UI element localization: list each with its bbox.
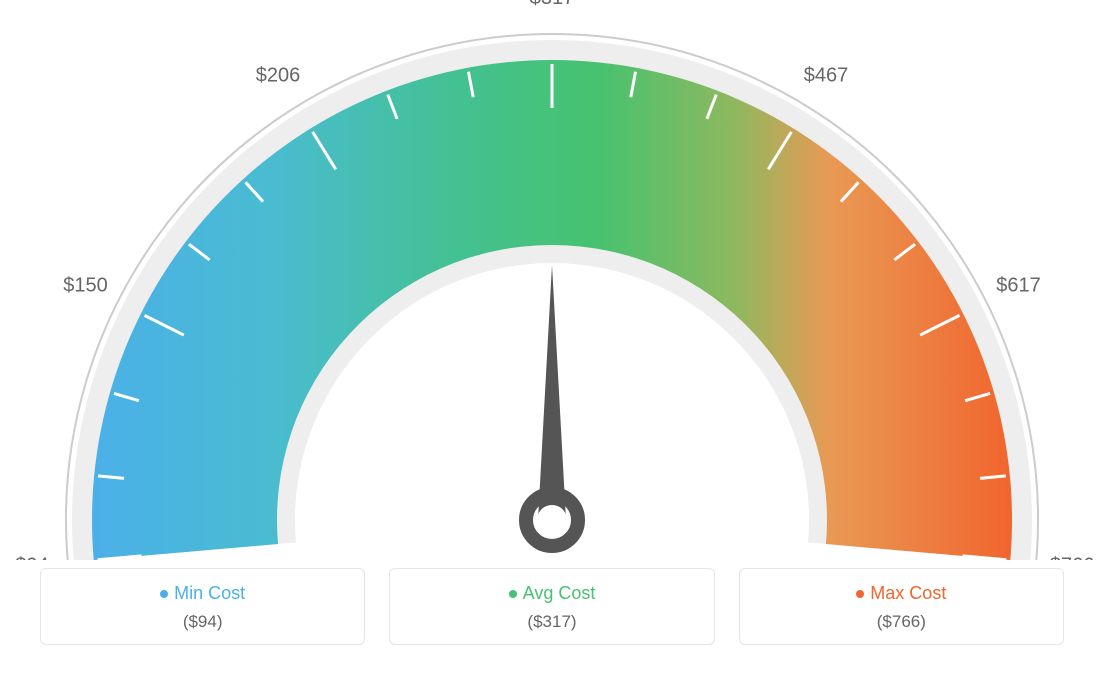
legend-avg-dot-icon (509, 590, 517, 598)
legend-min-label: Min Cost (174, 583, 245, 603)
legend-min-title: Min Cost (51, 583, 354, 604)
gauge-chart: $94 $150 $206 $317 $467 $617 $766 (0, 0, 1104, 560)
svg-text:$766: $766 (1050, 554, 1095, 560)
legend-min-value: ($94) (51, 612, 354, 632)
svg-text:$617: $617 (996, 275, 1041, 297)
legend-row: Min Cost ($94) Avg Cost ($317) Max Cost … (0, 568, 1104, 645)
legend-avg-title: Avg Cost (400, 583, 703, 604)
svg-text:$150: $150 (63, 275, 108, 297)
legend-max-dot-icon (856, 590, 864, 598)
svg-text:$94: $94 (15, 554, 48, 560)
legend-card-max: Max Cost ($766) (739, 568, 1064, 645)
legend-max-value: ($766) (750, 612, 1053, 632)
legend-max-label: Max Cost (870, 583, 946, 603)
gauge-container: $94 $150 $206 $317 $467 $617 $766 (0, 0, 1104, 560)
legend-avg-label: Avg Cost (523, 583, 596, 603)
legend-card-avg: Avg Cost ($317) (389, 568, 714, 645)
legend-card-min: Min Cost ($94) (40, 568, 365, 645)
svg-text:$317: $317 (530, 0, 575, 9)
legend-max-title: Max Cost (750, 583, 1053, 604)
legend-avg-value: ($317) (400, 612, 703, 632)
svg-text:$206: $206 (256, 65, 301, 87)
svg-text:$467: $467 (804, 65, 849, 87)
legend-min-dot-icon (160, 590, 168, 598)
